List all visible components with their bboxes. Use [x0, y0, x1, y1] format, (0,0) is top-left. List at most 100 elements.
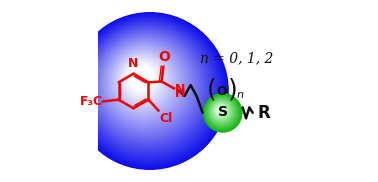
Circle shape: [206, 96, 239, 128]
Circle shape: [103, 42, 186, 125]
Circle shape: [211, 101, 232, 122]
Circle shape: [217, 107, 224, 114]
Circle shape: [104, 42, 186, 124]
Text: Cl: Cl: [160, 112, 173, 125]
Circle shape: [204, 94, 242, 132]
Circle shape: [119, 56, 166, 103]
Circle shape: [206, 96, 238, 128]
Circle shape: [116, 54, 169, 107]
Circle shape: [79, 20, 218, 158]
Circle shape: [115, 52, 171, 109]
Circle shape: [216, 106, 225, 115]
Circle shape: [212, 102, 231, 120]
Circle shape: [105, 44, 184, 122]
Circle shape: [76, 17, 223, 163]
Circle shape: [212, 102, 231, 121]
Circle shape: [206, 96, 239, 129]
Circle shape: [124, 61, 159, 96]
Circle shape: [78, 19, 220, 160]
Circle shape: [85, 25, 210, 150]
Text: O: O: [158, 50, 170, 64]
Circle shape: [107, 45, 182, 120]
Circle shape: [113, 50, 174, 112]
Circle shape: [207, 97, 237, 127]
Circle shape: [90, 30, 204, 143]
Circle shape: [213, 103, 229, 119]
Circle shape: [114, 52, 172, 110]
Circle shape: [86, 26, 209, 149]
Circle shape: [122, 60, 161, 98]
Circle shape: [127, 64, 155, 92]
Circle shape: [215, 105, 226, 116]
Circle shape: [107, 46, 181, 119]
Circle shape: [214, 104, 228, 117]
Circle shape: [214, 103, 228, 118]
Circle shape: [101, 40, 189, 128]
Circle shape: [109, 47, 179, 117]
Circle shape: [204, 95, 240, 130]
Circle shape: [121, 58, 164, 101]
Circle shape: [106, 44, 183, 121]
Text: F₃C: F₃C: [79, 95, 103, 108]
Circle shape: [82, 22, 215, 155]
Circle shape: [75, 16, 223, 164]
Circle shape: [212, 102, 230, 120]
Circle shape: [81, 21, 216, 156]
Text: N: N: [175, 83, 185, 96]
Circle shape: [102, 41, 187, 126]
Circle shape: [209, 99, 234, 124]
Circle shape: [210, 100, 233, 123]
Circle shape: [213, 103, 229, 119]
Circle shape: [96, 35, 196, 135]
Circle shape: [214, 104, 227, 117]
Circle shape: [215, 105, 226, 116]
Circle shape: [209, 99, 234, 124]
Circle shape: [82, 23, 214, 154]
Circle shape: [99, 39, 191, 130]
Circle shape: [72, 13, 227, 168]
Circle shape: [93, 32, 201, 140]
Circle shape: [105, 43, 184, 123]
Circle shape: [74, 15, 225, 165]
Circle shape: [118, 55, 167, 105]
Circle shape: [204, 94, 242, 132]
Circle shape: [99, 38, 192, 131]
Circle shape: [123, 60, 160, 97]
Circle shape: [206, 96, 239, 129]
Circle shape: [93, 33, 200, 139]
Circle shape: [87, 27, 208, 148]
Text: n = 0, 1, 2: n = 0, 1, 2: [200, 51, 273, 65]
Circle shape: [117, 54, 169, 106]
Circle shape: [100, 39, 190, 129]
Circle shape: [98, 37, 194, 133]
Circle shape: [87, 27, 208, 147]
Circle shape: [98, 37, 193, 132]
Text: n: n: [237, 90, 243, 100]
Circle shape: [71, 13, 228, 169]
Circle shape: [216, 106, 225, 114]
Circle shape: [217, 106, 225, 114]
Circle shape: [85, 25, 211, 151]
Circle shape: [211, 101, 231, 121]
Circle shape: [126, 63, 156, 93]
Circle shape: [204, 94, 241, 131]
Circle shape: [94, 33, 199, 138]
Circle shape: [205, 95, 240, 130]
Circle shape: [110, 48, 178, 116]
Circle shape: [94, 34, 198, 137]
Text: ): ): [228, 78, 238, 102]
Circle shape: [90, 29, 204, 144]
Circle shape: [212, 102, 230, 120]
Circle shape: [91, 31, 203, 142]
Circle shape: [112, 50, 175, 113]
Circle shape: [92, 31, 201, 141]
Circle shape: [128, 65, 153, 90]
Text: N: N: [127, 58, 138, 70]
Circle shape: [118, 56, 167, 104]
Circle shape: [80, 21, 217, 157]
Circle shape: [215, 104, 227, 117]
Circle shape: [217, 107, 224, 113]
Circle shape: [89, 29, 206, 145]
Circle shape: [213, 103, 229, 119]
Circle shape: [122, 59, 162, 99]
